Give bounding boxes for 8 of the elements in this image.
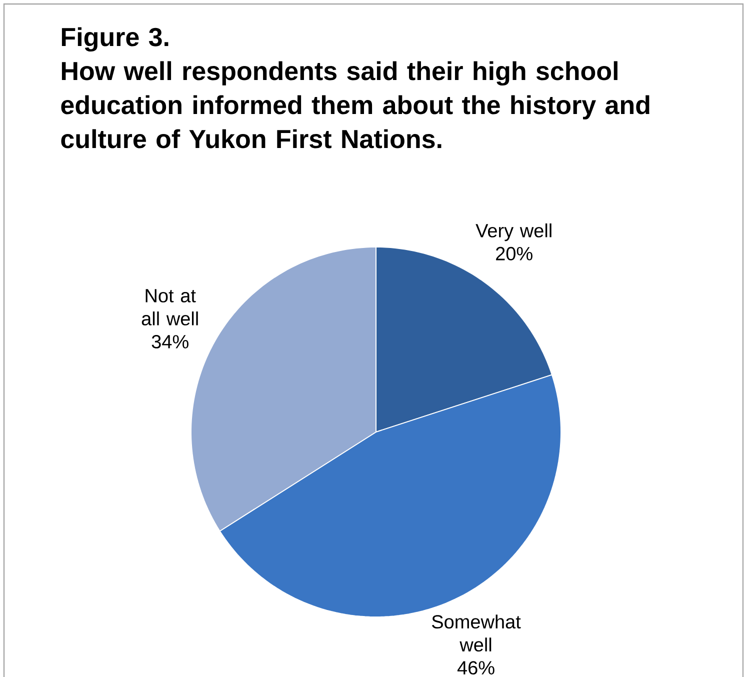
chart-title: Figure 3. [62,27,168,52]
slice-label: Somewhat well [432,614,521,652]
data-label: 46% [457,661,494,675]
data-label: 20% [496,246,532,260]
slice-label: Not at all well [142,289,198,326]
data-label: 34% [152,334,188,348]
slice-label: Very well [476,223,552,242]
chart-subtitle: How well respondents said their high school education informed them about the history and culture of Yukon First Nations. [61,61,650,148]
